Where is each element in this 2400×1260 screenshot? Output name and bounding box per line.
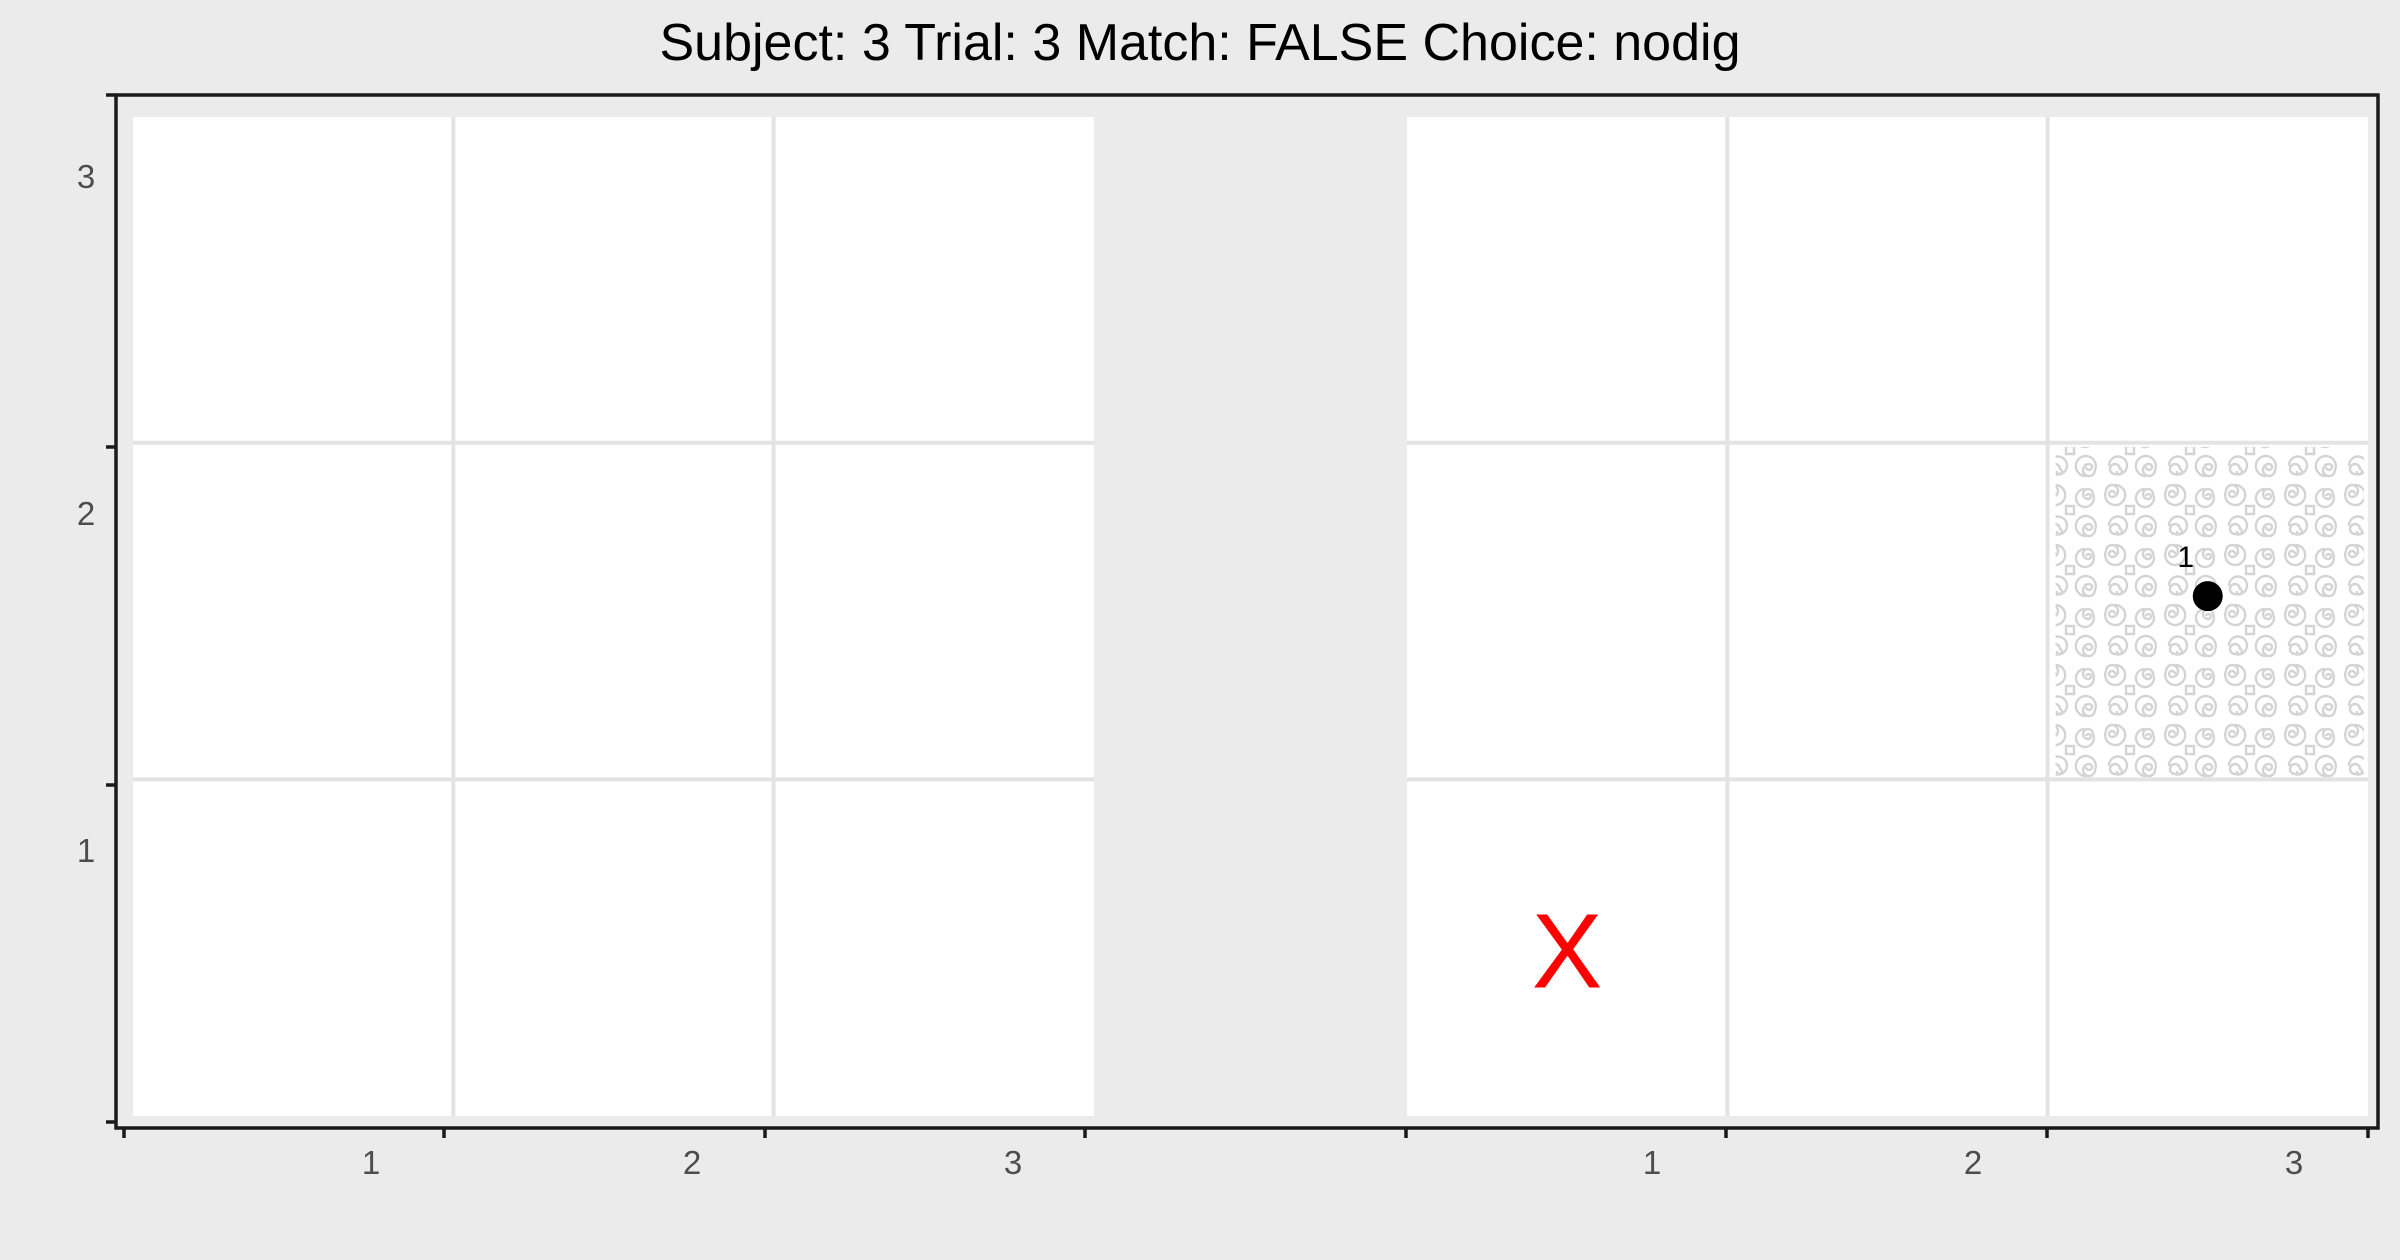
chart-title: Subject: 3 Trial: 3 Match: FALSE Choice:… [659, 14, 1740, 72]
x-tick-label: 3 [2285, 1144, 2303, 1181]
plot-frame [114, 93, 2380, 1130]
panel-background [133, 117, 1094, 1116]
panel-right-grid: 1 2 3 1 X [1407, 117, 2368, 1181]
data-point [2192, 581, 2223, 612]
panel-left-grid: 1 2 3 [133, 117, 1094, 1181]
y-tick-label: 3 [77, 158, 95, 195]
textured-cell [2055, 446, 2364, 778]
y-tick-label: 2 [77, 495, 95, 532]
marker-x: X [1532, 893, 1603, 1011]
x-tick-label: 2 [683, 1144, 701, 1181]
point-label: 1 [2177, 541, 2194, 574]
x-tick-label: 2 [1964, 1144, 1982, 1181]
x-tick-label: 1 [362, 1144, 380, 1181]
y-tick-label: 1 [77, 832, 95, 869]
x-tick-label: 3 [1004, 1144, 1022, 1181]
x-tick-label: 1 [1643, 1144, 1661, 1181]
